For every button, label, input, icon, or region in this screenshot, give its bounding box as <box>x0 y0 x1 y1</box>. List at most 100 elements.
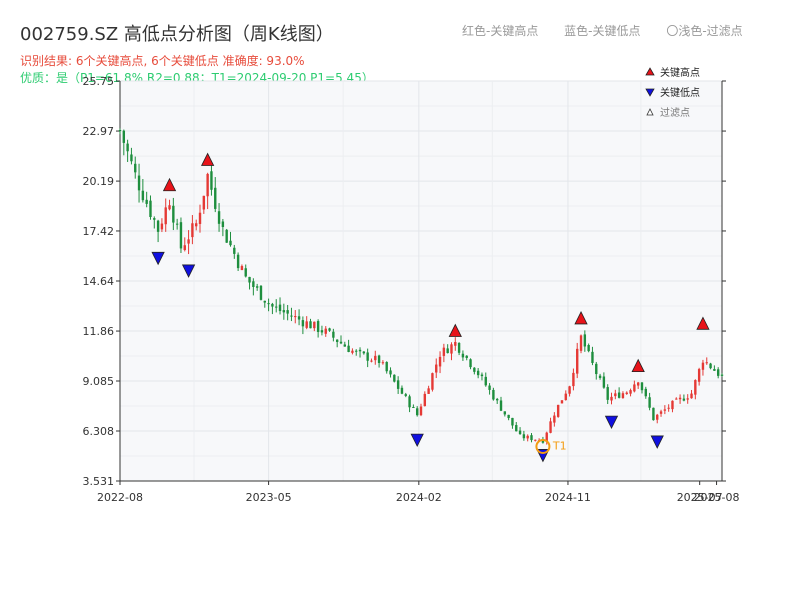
legend-label: 关键高点 <box>660 66 700 79</box>
candle-body <box>358 349 362 352</box>
candle-body <box>263 300 266 303</box>
key-high-marker <box>631 358 645 373</box>
key-high-marker <box>162 177 177 192</box>
candle-body <box>697 369 701 382</box>
candle-body <box>511 417 514 426</box>
result-summary: 识别结果: 6个关键高点, 6个关键低点 准确度: 93.0% <box>20 54 305 68</box>
candle-body <box>271 303 274 307</box>
candle-body <box>294 316 297 318</box>
candle-body <box>396 380 400 389</box>
top-color-legend: 红色-关键高点 蓝色-关键低点 〇浅色-过滤点 <box>462 22 765 39</box>
candle-body <box>195 223 198 227</box>
candle-body <box>255 286 259 288</box>
candle-body <box>393 374 396 382</box>
candle-body <box>503 411 507 415</box>
candle-body <box>461 353 465 358</box>
legend-label: 关键低点 <box>660 86 700 99</box>
candle-body <box>705 362 708 364</box>
y-tick-label: 3.531 <box>83 475 115 488</box>
candle-body <box>389 370 392 375</box>
key-low-marker <box>410 433 424 448</box>
candle-body <box>385 361 388 372</box>
candle-body <box>488 385 491 390</box>
x-tick-label: 2022-08 <box>97 491 143 504</box>
t1-label: T1 <box>552 439 567 452</box>
candle-body <box>652 407 655 421</box>
candle-body <box>530 435 533 441</box>
candle-body <box>568 386 571 394</box>
candle-body <box>534 439 537 441</box>
x-tick-label: 2024-02 <box>396 491 442 504</box>
candle-body <box>374 355 377 361</box>
key-high-marker <box>200 152 215 166</box>
candle-body <box>301 320 305 327</box>
candle-body <box>457 342 461 353</box>
candle-body <box>221 221 225 227</box>
candle-body <box>564 393 567 401</box>
y-tick-label: 9.085 <box>83 375 115 388</box>
x-tick-label: 2024-11 <box>545 491 591 504</box>
candle-body <box>484 376 487 386</box>
candle-body <box>465 355 468 358</box>
candle-body <box>579 335 583 351</box>
candle-body <box>134 163 137 173</box>
candle-body <box>229 240 232 246</box>
candle-body <box>591 351 594 363</box>
candle-body <box>225 229 228 243</box>
x-tick-label: 2025-08 <box>694 491 740 504</box>
candle-body <box>324 328 327 334</box>
candle-body <box>648 397 651 408</box>
candle-body <box>545 432 548 442</box>
candle-body <box>629 390 632 394</box>
candle-body <box>640 382 644 391</box>
candle-body <box>236 254 240 269</box>
candle-body <box>686 398 689 400</box>
candle-body <box>347 345 350 352</box>
top-legend-light: 〇浅色-过滤点 <box>666 24 743 38</box>
candle-body <box>297 316 301 320</box>
candle-body <box>549 421 552 433</box>
t1-marker <box>535 438 551 454</box>
candle-body <box>145 199 148 204</box>
candle-body <box>332 331 335 338</box>
y-tick-label: 11.86 <box>83 325 115 338</box>
candle-body <box>122 130 126 143</box>
candle-body <box>476 370 480 376</box>
candle-body <box>305 321 308 328</box>
candle-body <box>362 351 366 354</box>
candle-body <box>137 175 141 191</box>
key-high-marker <box>574 311 588 325</box>
candle-body <box>191 223 194 238</box>
candle-body <box>438 356 442 367</box>
key-low-marker <box>604 415 619 430</box>
key-low-marker <box>151 251 165 266</box>
candle-body <box>118 130 122 132</box>
candle-body <box>286 310 289 314</box>
candle-body <box>427 388 430 394</box>
candle-body <box>267 303 270 305</box>
candle-body <box>556 404 560 417</box>
candle-body <box>240 266 244 271</box>
candle-body <box>275 306 278 308</box>
candle-body <box>244 268 247 277</box>
candle-body <box>442 347 446 356</box>
y-tick-label: 6.308 <box>83 425 115 438</box>
candle-body <box>621 393 625 399</box>
candle-body <box>381 362 385 364</box>
candle-body <box>259 285 263 300</box>
candle-body <box>175 223 179 225</box>
candle-body <box>713 368 716 371</box>
chart-title: 002759.SZ 高低点分析图（周K线图） <box>20 24 334 45</box>
candle-body <box>130 154 133 162</box>
candle-body <box>156 220 160 232</box>
candle-body <box>625 392 628 394</box>
top-legend-red: 红色-关键高点 <box>462 24 539 38</box>
candle-body <box>252 281 255 287</box>
candle-body <box>602 376 606 388</box>
candle-body <box>153 218 156 220</box>
candle-body <box>678 397 682 400</box>
candle-body <box>126 143 129 152</box>
candle-body <box>667 407 670 409</box>
y-tick-label: 14.64 <box>83 275 115 288</box>
candle-body <box>522 434 526 439</box>
